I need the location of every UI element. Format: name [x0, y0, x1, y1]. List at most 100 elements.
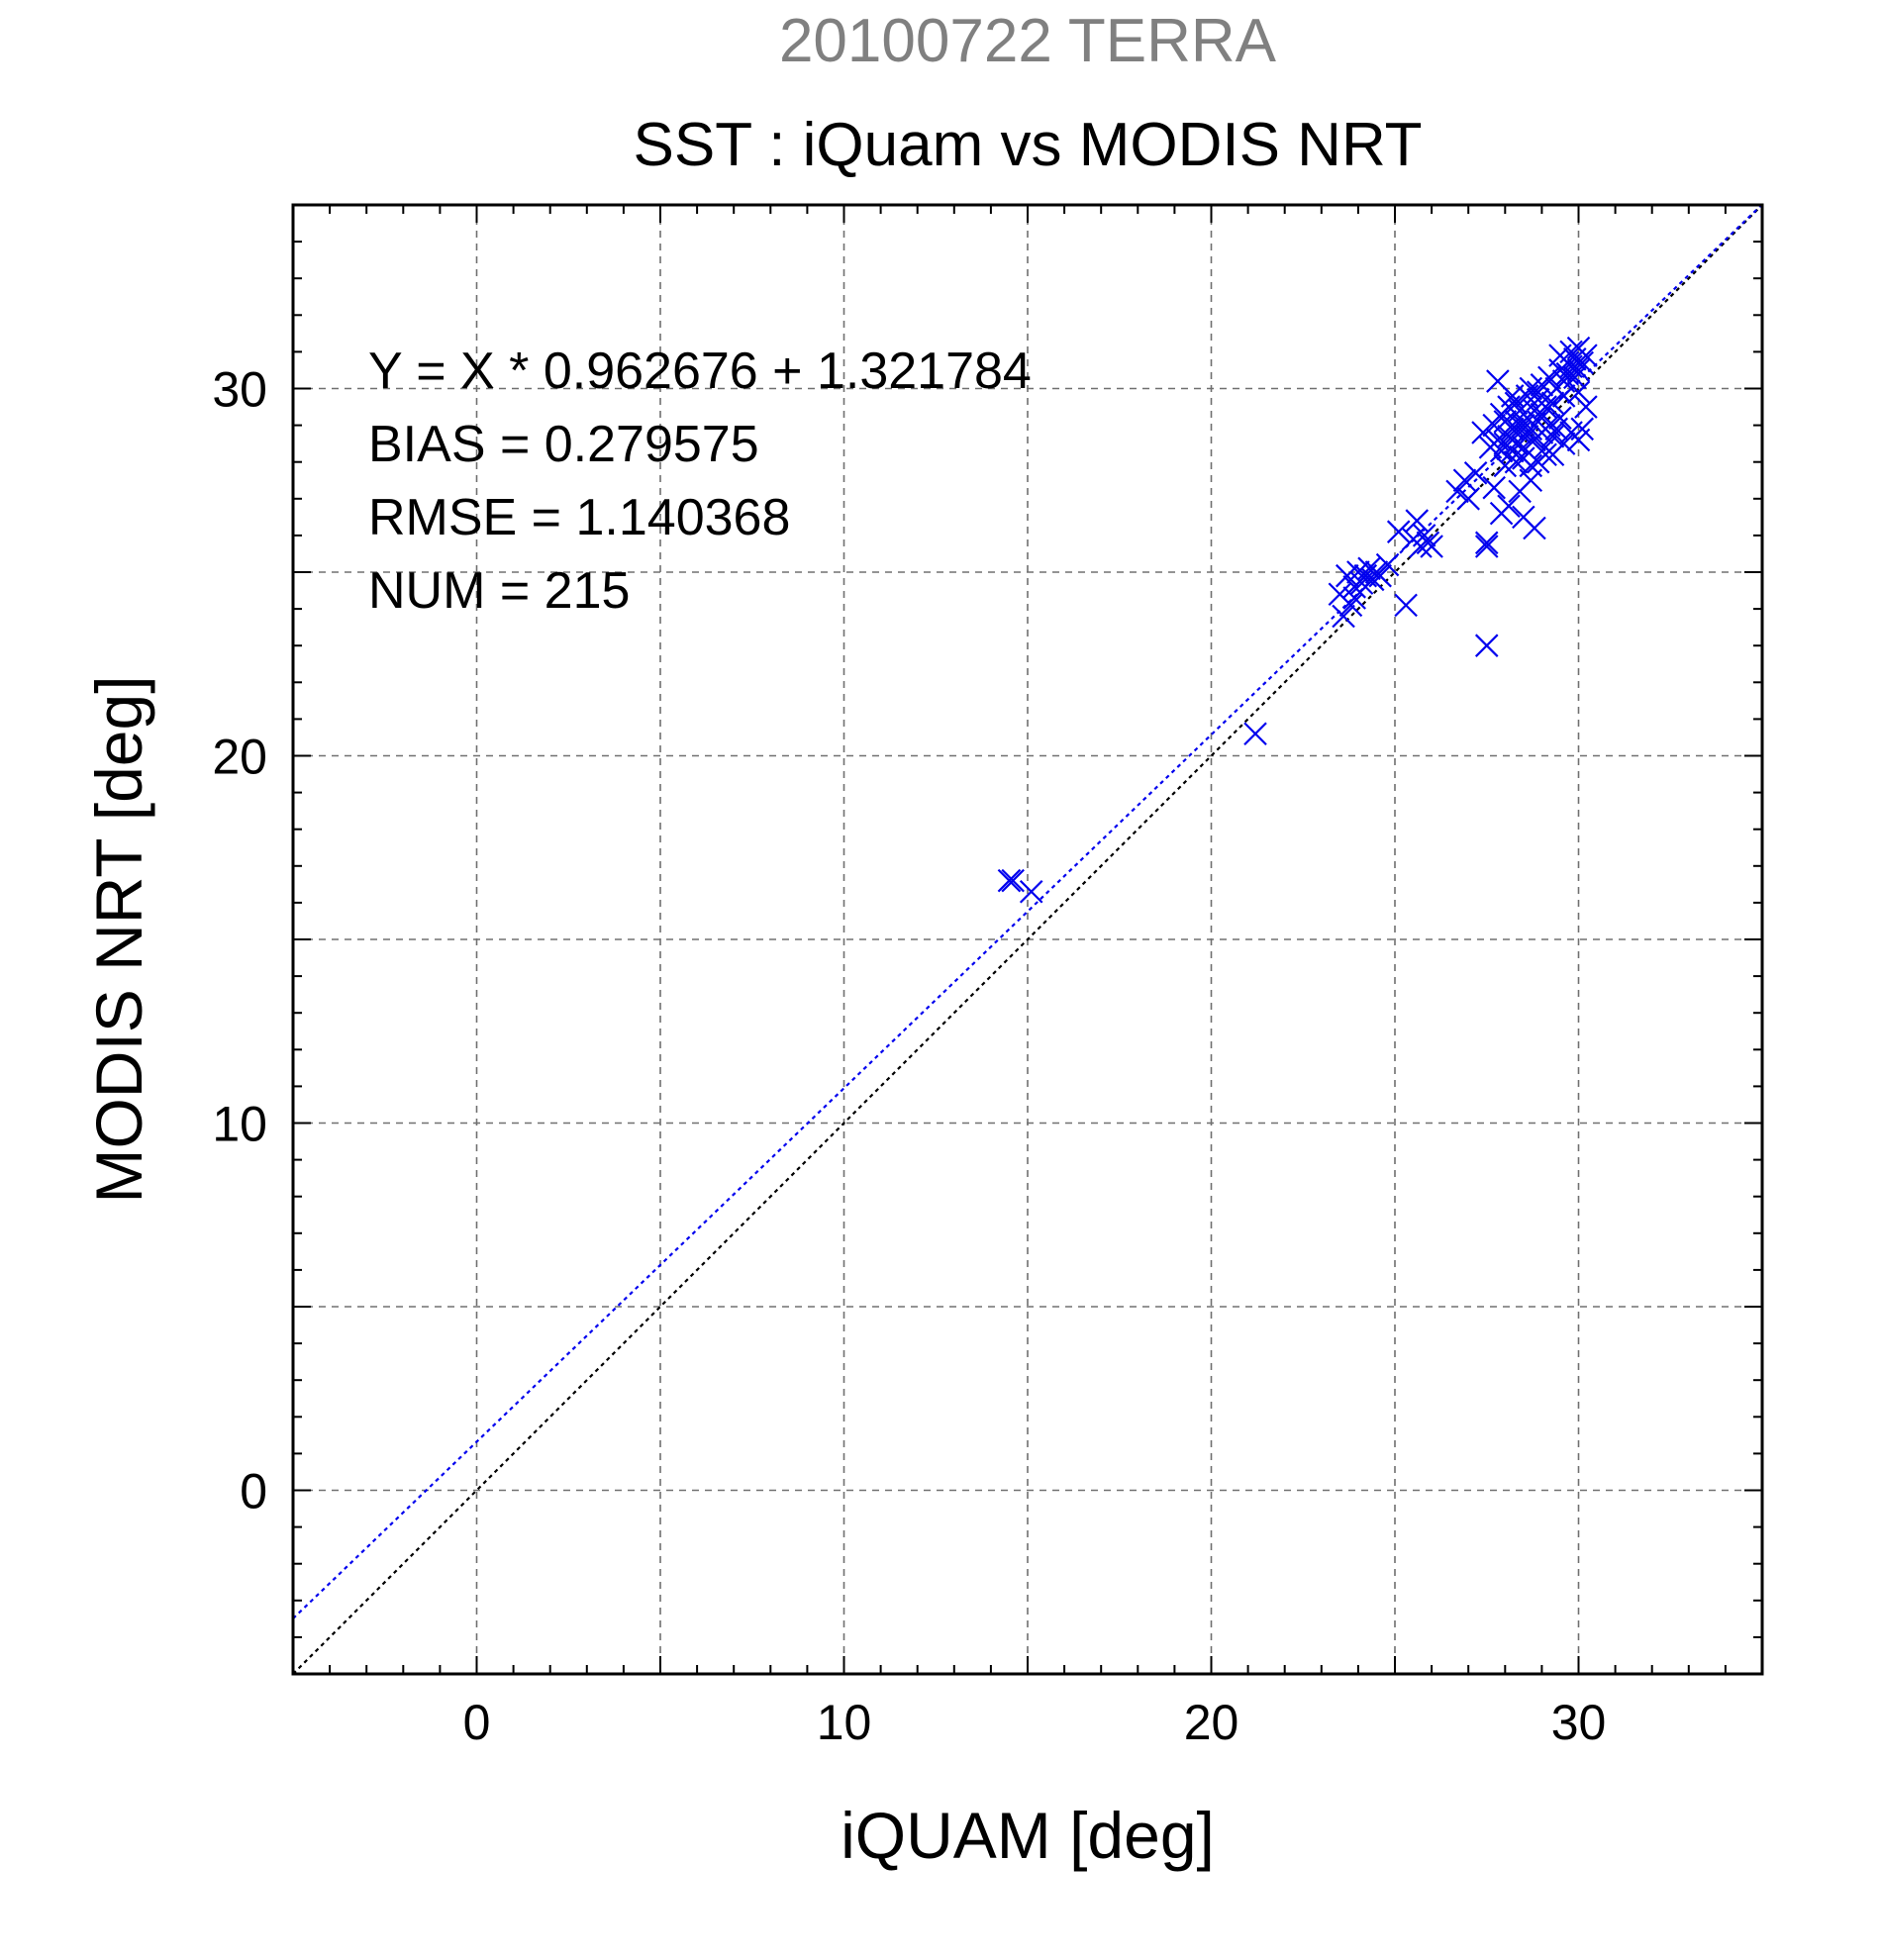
data-point-stroke	[1342, 586, 1366, 610]
y-tick-labels: 0 10 20 30	[212, 362, 267, 1519]
data-point	[1386, 520, 1411, 543]
data-point	[1338, 593, 1363, 618]
stats-line-num: NUM = 215	[368, 562, 630, 620]
data-point	[997, 868, 1022, 893]
data-point-stroke	[1482, 475, 1506, 500]
data-point-stroke	[1474, 531, 1499, 555]
data-point-stroke	[1566, 358, 1591, 382]
data-point-stroke	[1486, 369, 1510, 393]
data-point	[1537, 365, 1561, 390]
data-point	[1405, 509, 1430, 533]
data-points	[997, 336, 1598, 904]
data-point	[1452, 468, 1477, 493]
data-point	[1540, 442, 1565, 467]
data-point-stroke	[1540, 442, 1565, 467]
data-point-stroke	[1474, 535, 1499, 558]
data-point-stroke	[1497, 494, 1521, 518]
data-point-stroke	[1540, 424, 1565, 448]
data-point-stroke	[997, 868, 1022, 893]
data-point-stroke	[1338, 593, 1363, 618]
data-point-stroke	[1570, 350, 1594, 375]
data-point	[1019, 879, 1043, 904]
data-point	[1570, 350, 1594, 375]
data-point-stroke	[1540, 391, 1565, 416]
data-point-stroke	[1463, 461, 1488, 485]
data-point	[1445, 479, 1469, 504]
data-point	[1504, 449, 1529, 474]
data-point-stroke	[1412, 524, 1436, 547]
data-point	[1563, 365, 1587, 390]
data-point	[1332, 604, 1355, 629]
data-point-stroke	[1405, 509, 1430, 533]
data-point	[1482, 475, 1506, 500]
data-point	[1456, 487, 1480, 511]
data-point-stroke	[1563, 365, 1587, 390]
data-point-stroke	[1243, 722, 1267, 746]
data-point-stroke	[1515, 424, 1539, 448]
data-point-stroke	[1328, 582, 1352, 607]
y-tick-label: 0	[240, 1464, 267, 1519]
data-point-stroke	[1512, 413, 1535, 438]
data-point-stroke	[1474, 634, 1499, 657]
data-point-stroke	[1548, 406, 1572, 430]
data-point	[1497, 494, 1521, 518]
data-point	[1534, 442, 1557, 467]
data-point	[1474, 531, 1499, 555]
data-point	[1243, 722, 1267, 746]
stats-line-rmse: RMSE = 1.140368	[368, 489, 790, 546]
data-point-stroke	[1534, 442, 1557, 467]
data-point	[1519, 453, 1543, 478]
data-point	[1540, 391, 1565, 416]
data-point-stroke	[1566, 380, 1591, 404]
data-point-stroke	[1574, 343, 1598, 367]
data-point	[1534, 395, 1557, 419]
data-point-stroke	[1357, 556, 1381, 581]
chart-title: SST : iQuam vs MODIS NRT	[634, 111, 1423, 179]
y-tick-label: 20	[212, 730, 267, 785]
grid-layer	[293, 205, 1762, 1674]
data-point-stroke	[1534, 395, 1557, 419]
data-point	[1566, 428, 1591, 452]
data-point	[1420, 535, 1443, 558]
data-point	[1566, 358, 1591, 382]
data-point-stroke	[1386, 520, 1411, 543]
y-tick-label: 10	[212, 1097, 267, 1152]
x-tick-label: 0	[463, 1695, 491, 1750]
data-point-stroke	[1001, 868, 1025, 893]
data-point	[1551, 384, 1576, 408]
x-tick-labels: 0 10 20 30	[463, 1695, 1607, 1750]
data-point-stroke	[1019, 879, 1043, 904]
identity-line	[292, 204, 1763, 1675]
data-point-stroke	[1519, 453, 1543, 478]
data-point	[1566, 380, 1591, 404]
data-point	[1474, 634, 1499, 657]
y-axis-label: MODIS NRT [deg]	[82, 675, 155, 1203]
stats-annotation: Y = X * 0.962676 + 1.321784 BIAS = 0.279…	[368, 343, 1032, 620]
data-point-stroke	[1574, 395, 1598, 419]
data-point	[1540, 424, 1565, 448]
data-point	[1375, 552, 1400, 577]
data-point-stroke	[1471, 421, 1495, 444]
data-point	[1474, 535, 1499, 558]
stats-line-bias: BIAS = 0.279575	[368, 416, 759, 473]
data-point	[1489, 439, 1514, 463]
data-point-stroke	[1375, 552, 1400, 577]
data-point	[1001, 868, 1025, 893]
data-point-stroke	[1445, 479, 1469, 504]
data-point-stroke	[1566, 428, 1591, 452]
data-point-stroke	[1394, 593, 1418, 618]
data-point-stroke	[1551, 384, 1576, 408]
data-point-stroke	[1512, 505, 1535, 530]
chart-date-title: 20100722 TERRA	[779, 7, 1277, 75]
data-point	[1574, 343, 1598, 367]
data-point-stroke	[1504, 449, 1529, 474]
data-point	[1574, 395, 1598, 419]
data-point	[1342, 586, 1366, 610]
stats-line-fit: Y = X * 0.962676 + 1.321784	[368, 343, 1032, 400]
data-point	[1548, 406, 1572, 430]
data-point-stroke	[1526, 410, 1550, 434]
data-point-stroke	[1489, 439, 1514, 463]
data-point	[1471, 421, 1495, 444]
data-point-stroke	[1452, 468, 1477, 493]
